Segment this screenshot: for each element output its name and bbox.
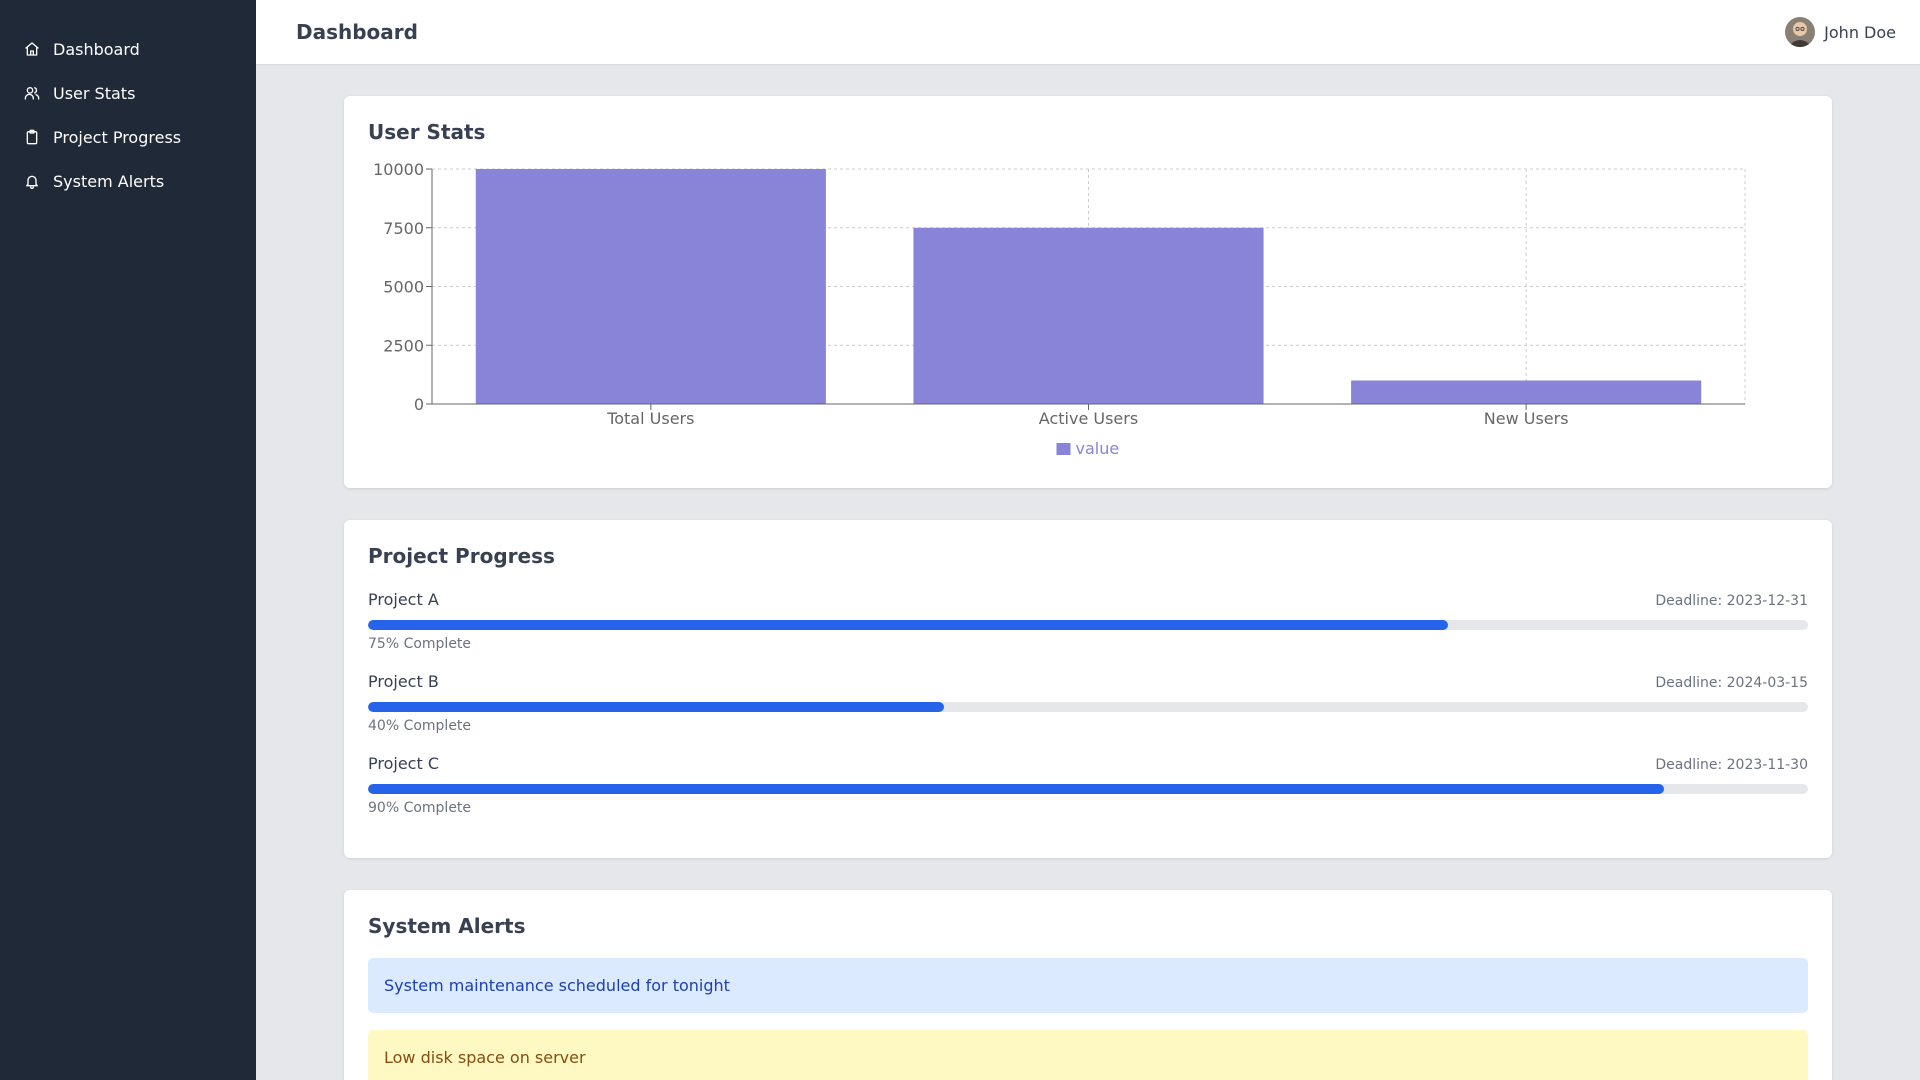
progress-bar [368,620,1808,630]
project-progress-title: Project Progress [368,544,555,568]
user-name: John Doe [1824,22,1896,42]
project-complete-label: 75% Complete [368,636,472,652]
sidebar-item-label: User Stats [53,83,136,103]
sidebar-item-dashboard[interactable]: Dashboard [0,27,256,71]
sidebar-item-project-progress[interactable]: Project Progress [0,115,256,159]
alert-warning: Low disk space on server [368,1030,1808,1080]
sidebar-item-system-alerts[interactable]: System Alerts [0,159,256,203]
top-header: Dashboard John Doe [256,0,1920,64]
sidebar-item-label: System Alerts [53,171,165,191]
project-deadline: Deadline: 2024-03-15 [1655,675,1808,691]
project-complete-label: 40% Complete [368,718,472,734]
users-icon [24,85,40,101]
y-tick-label: 2500 [383,336,424,355]
bell-icon [24,173,40,189]
project-progress-card: Project Progress Project A Deadline: 2023… [344,520,1832,858]
home-icon [24,41,40,57]
project-name: Project B [368,672,439,691]
x-tick-label: Total Users [606,409,694,428]
page-title: Dashboard [296,20,418,44]
system-alerts-card: System Alerts System maintenance schedul… [344,890,1832,1080]
y-tick-label: 5000 [383,278,424,297]
clipboard-icon [24,129,40,145]
progress-fill [368,620,1448,630]
user-stats-bar-chart: 0 2500 5000 7500 10000 Total Users Active User… [373,160,1746,458]
legend-swatch [1056,443,1071,455]
bar-total-users [475,169,826,404]
x-tick-label: New Users [1484,409,1569,428]
project-name: Project A [368,590,439,609]
user-menu[interactable]: John Doe [1785,17,1896,47]
y-tick-label: 0 [414,395,424,414]
sidebar: Dashboard User Stats Project Progress Sy… [0,0,256,1080]
project-row: Project B Deadline: 2024-03-15 40% Complet… [368,672,1808,742]
legend-label: value [1076,439,1120,458]
progress-fill [368,784,1664,794]
sidebar-item-user-stats[interactable]: User Stats [0,71,256,115]
sidebar-item-label: Dashboard [53,39,140,59]
progress-fill [368,702,944,712]
project-row: Project C Deadline: 2023-11-30 90% Complet… [368,754,1808,824]
project-name: Project C [368,754,439,773]
project-deadline: Deadline: 2023-11-30 [1655,757,1808,773]
y-tick-label: 7500 [383,219,424,238]
y-tick-label: 10000 [373,160,424,179]
user-stats-title: User Stats [368,120,486,144]
project-row: Project A Deadline: 2023-12-31 75% Complet… [368,590,1808,660]
bar-new-users [1351,380,1702,404]
progress-bar [368,702,1808,712]
alert-info: System maintenance scheduled for tonight [368,958,1808,1013]
sidebar-item-label: Project Progress [53,127,182,147]
system-alerts-title: System Alerts [368,914,526,938]
project-complete-label: 90% Complete [368,800,472,816]
progress-bar [368,784,1808,794]
avatar[interactable] [1785,17,1816,47]
project-deadline: Deadline: 2023-12-31 [1655,593,1808,609]
user-stats-card: User Stats 0 2500 5000 7500 10000 Total Users… [344,96,1832,488]
x-tick-label: Active Users [1039,409,1138,428]
bar-active-users [913,227,1264,404]
